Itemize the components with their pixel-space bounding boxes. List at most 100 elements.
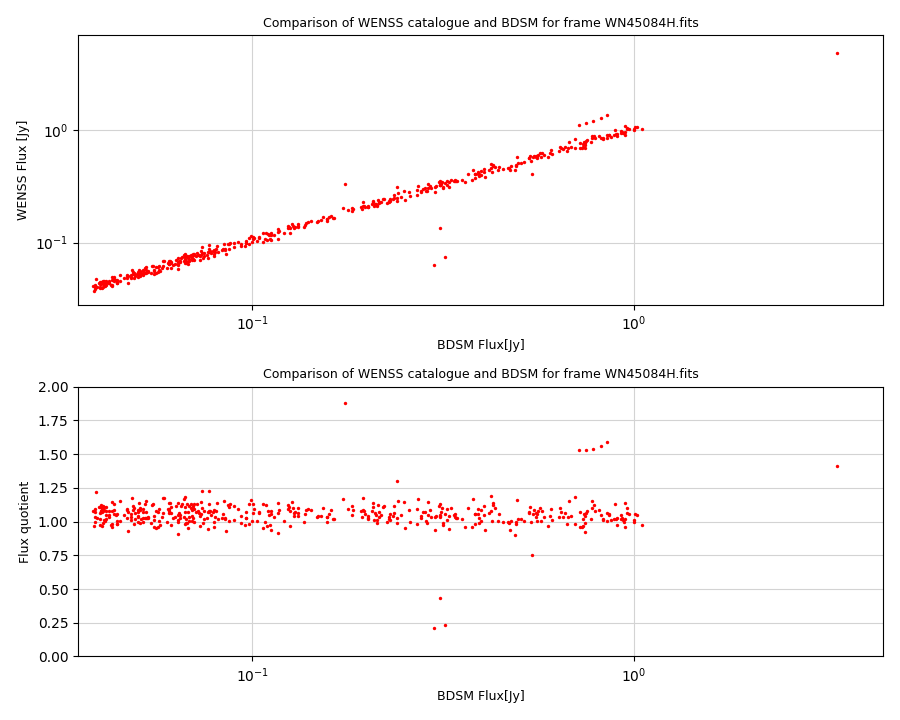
Point: [90, 512, 104, 523]
Point: [216, 238, 230, 250]
Point: [291, 220, 305, 232]
Point: [310, 216, 324, 228]
Point: [140, 512, 154, 523]
Point: [97, 276, 112, 287]
Point: [370, 518, 384, 529]
Point: [432, 500, 446, 512]
Point: [537, 149, 552, 161]
Point: [501, 518, 516, 529]
Point: [529, 508, 544, 519]
Point: [618, 498, 633, 509]
Point: [562, 137, 576, 148]
Point: [418, 507, 433, 518]
Point: [94, 283, 108, 294]
Point: [465, 494, 480, 505]
Point: [560, 145, 574, 156]
Point: [292, 221, 306, 233]
Point: [174, 500, 188, 512]
Point: [287, 507, 302, 518]
Point: [314, 215, 328, 226]
Point: [523, 501, 537, 513]
Point: [473, 166, 488, 177]
Point: [264, 508, 278, 520]
Point: [369, 509, 383, 521]
Point: [147, 514, 161, 526]
Point: [291, 507, 305, 518]
Point: [152, 260, 166, 271]
Point: [174, 253, 188, 264]
Point: [136, 266, 150, 277]
Point: [552, 145, 566, 156]
Point: [403, 516, 418, 528]
Point: [346, 203, 360, 215]
Point: [428, 181, 442, 193]
Point: [94, 505, 108, 516]
Point: [529, 151, 544, 163]
Point: [94, 519, 108, 531]
Point: [181, 258, 195, 270]
Point: [194, 503, 209, 514]
Point: [386, 507, 400, 518]
Point: [609, 513, 624, 524]
Point: [555, 143, 570, 155]
Point: [529, 150, 544, 162]
Point: [584, 513, 598, 524]
Point: [346, 504, 360, 516]
Point: [574, 142, 589, 153]
Point: [433, 510, 447, 522]
Point: [140, 513, 155, 524]
Point: [98, 509, 112, 521]
Point: [156, 492, 170, 504]
Point: [157, 492, 171, 504]
Point: [171, 528, 185, 540]
Point: [178, 517, 193, 528]
Point: [354, 505, 368, 516]
Point: [160, 262, 175, 274]
Point: [420, 186, 435, 197]
Point: [95, 276, 110, 287]
Point: [508, 160, 523, 171]
Point: [386, 192, 400, 204]
Point: [147, 264, 161, 276]
Point: [102, 278, 116, 289]
Point: [288, 221, 302, 233]
Point: [410, 518, 424, 530]
Point: [616, 515, 630, 526]
Point: [433, 222, 447, 234]
Point: [552, 512, 566, 523]
Point: [418, 516, 433, 527]
Point: [177, 251, 192, 263]
Point: [95, 276, 110, 288]
Point: [192, 508, 206, 519]
Point: [492, 508, 507, 520]
Point: [585, 130, 599, 141]
Point: [150, 506, 165, 518]
Point: [500, 162, 515, 174]
Point: [485, 516, 500, 527]
Point: [207, 516, 221, 528]
Point: [575, 141, 590, 153]
Point: [165, 519, 179, 531]
Point: [544, 145, 559, 156]
Point: [372, 511, 386, 523]
Point: [256, 522, 271, 534]
Point: [554, 143, 569, 154]
Point: [216, 495, 230, 506]
Point: [414, 185, 428, 197]
Point: [186, 503, 201, 514]
Point: [599, 132, 614, 143]
Point: [288, 507, 302, 518]
Point: [93, 513, 107, 524]
Point: [393, 510, 408, 521]
Point: [522, 152, 536, 163]
Point: [488, 161, 502, 172]
Point: [383, 508, 398, 520]
Point: [390, 517, 404, 528]
Point: [410, 180, 425, 192]
Point: [257, 233, 272, 245]
Point: [187, 516, 202, 528]
Point: [464, 521, 479, 533]
Point: [435, 176, 449, 188]
Point: [208, 511, 222, 523]
Point: [110, 278, 124, 289]
